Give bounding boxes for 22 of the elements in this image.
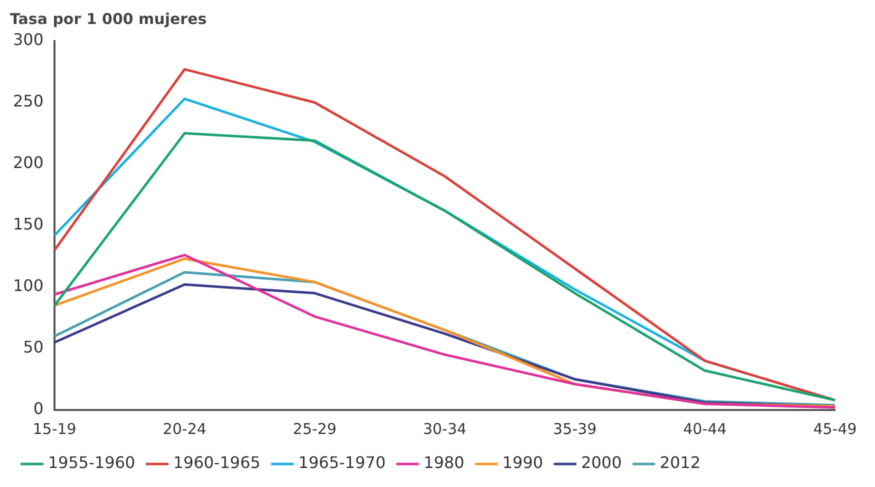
legend-label: 2012 (660, 453, 701, 472)
x-tick-label: 15-19 (32, 420, 76, 438)
legend-label: 1955-1960 (48, 453, 136, 472)
y-tick-label: 0 (33, 399, 44, 418)
x-tick-label: 45-49 (813, 420, 857, 438)
y-axis-title: Tasa por 1 000 mujeres (10, 10, 207, 28)
x-tick-label: 35-39 (553, 420, 597, 438)
y-tick-label: 50 (23, 338, 44, 357)
x-tick-label: 25-29 (292, 420, 336, 438)
y-tick-label: 150 (12, 214, 44, 234)
y-tick-label: 100 (12, 276, 44, 296)
x-tick-label: 30-34 (422, 420, 467, 438)
y-tick-label: 300 (12, 30, 44, 50)
legend-label: 1990 (502, 453, 544, 472)
y-tick-label: 200 (12, 153, 44, 172)
y-tick-label: 250 (12, 92, 44, 111)
legend-label: 1980 (424, 453, 464, 472)
x-tick-label: 40-44 (683, 420, 727, 438)
legend-label: 1965-1970 (298, 453, 386, 472)
legend-label: 1960-1965 (173, 453, 260, 472)
x-tick-label: 20-24 (162, 420, 206, 438)
legend-label: 2000 (581, 453, 622, 472)
